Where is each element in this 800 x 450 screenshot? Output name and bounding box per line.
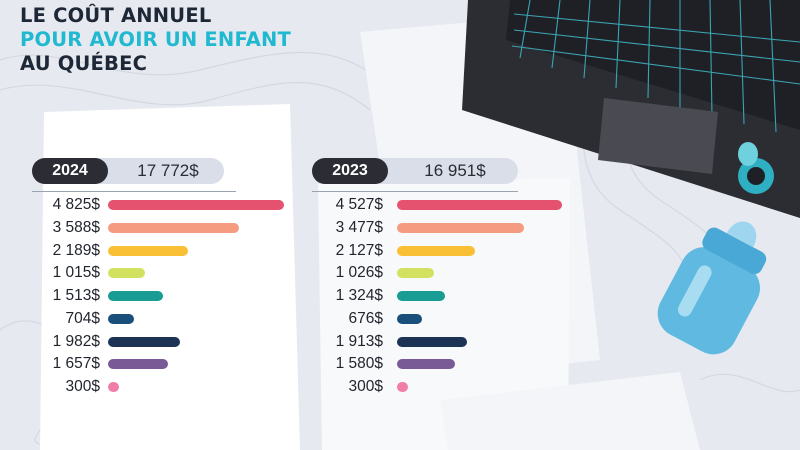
bar xyxy=(108,222,239,233)
value-label: 4 527$ xyxy=(335,196,383,213)
year-pill-2024: 2024 17 772$ xyxy=(32,158,224,184)
year-pill-2023: 2023 16 951$ xyxy=(312,158,518,184)
value-label: 1 324$ xyxy=(335,287,383,304)
page-title: LE COÛT ANNUEL POUR AVOIR UN ENFANT AU Q… xyxy=(20,4,291,76)
value-label: 1 015$ xyxy=(52,264,100,282)
total-cost-label: 16 951$ xyxy=(424,161,486,180)
bar xyxy=(397,313,422,324)
bar xyxy=(108,291,164,301)
bar xyxy=(397,382,408,392)
value-label: 300$ xyxy=(65,378,100,395)
bar xyxy=(397,336,467,347)
year-label: 2024 xyxy=(32,158,108,184)
title-line-1: LE COÛT ANNUEL xyxy=(20,4,212,27)
value-label: 2 189$ xyxy=(52,241,100,259)
bar xyxy=(108,313,134,324)
bar xyxy=(397,200,563,210)
bar xyxy=(108,268,146,279)
bar xyxy=(108,336,181,347)
value-label: 1 982$ xyxy=(52,332,100,350)
baby-bottle-illustration xyxy=(657,221,767,355)
value-label: 2 127$ xyxy=(335,241,383,259)
bar xyxy=(108,359,169,370)
pacifier-illustration xyxy=(738,142,774,194)
value-label: 300$ xyxy=(348,378,383,395)
panel-divider xyxy=(312,191,518,192)
value-label: 704$ xyxy=(65,309,100,327)
title-line-3: AU QUÉBEC xyxy=(20,52,148,75)
total-cost-label: 17 772$ xyxy=(137,161,199,180)
value-label: 1 580$ xyxy=(335,355,383,373)
bar xyxy=(108,200,284,210)
value-label: 3 588$ xyxy=(52,218,100,236)
bar xyxy=(108,245,188,256)
laptop-keyboard-illustration xyxy=(462,0,800,218)
title-line-2: POUR AVOIR UN ENFANT xyxy=(20,28,292,51)
bar xyxy=(397,291,446,301)
bar xyxy=(397,245,475,256)
value-label: 4 825$ xyxy=(52,196,100,213)
panel-divider xyxy=(32,191,236,192)
bar xyxy=(397,268,435,279)
value-label: 3 477$ xyxy=(335,218,383,236)
bar xyxy=(108,382,119,392)
value-label: 1 913$ xyxy=(335,332,383,350)
year-label: 2023 xyxy=(312,158,388,184)
bar xyxy=(397,222,524,233)
value-label: 1 513$ xyxy=(52,287,100,304)
bar xyxy=(397,359,455,370)
value-label: 676$ xyxy=(348,309,383,327)
value-label: 1 026$ xyxy=(335,264,383,282)
value-label: 1 657$ xyxy=(52,355,100,373)
paper-sheets xyxy=(40,14,700,450)
